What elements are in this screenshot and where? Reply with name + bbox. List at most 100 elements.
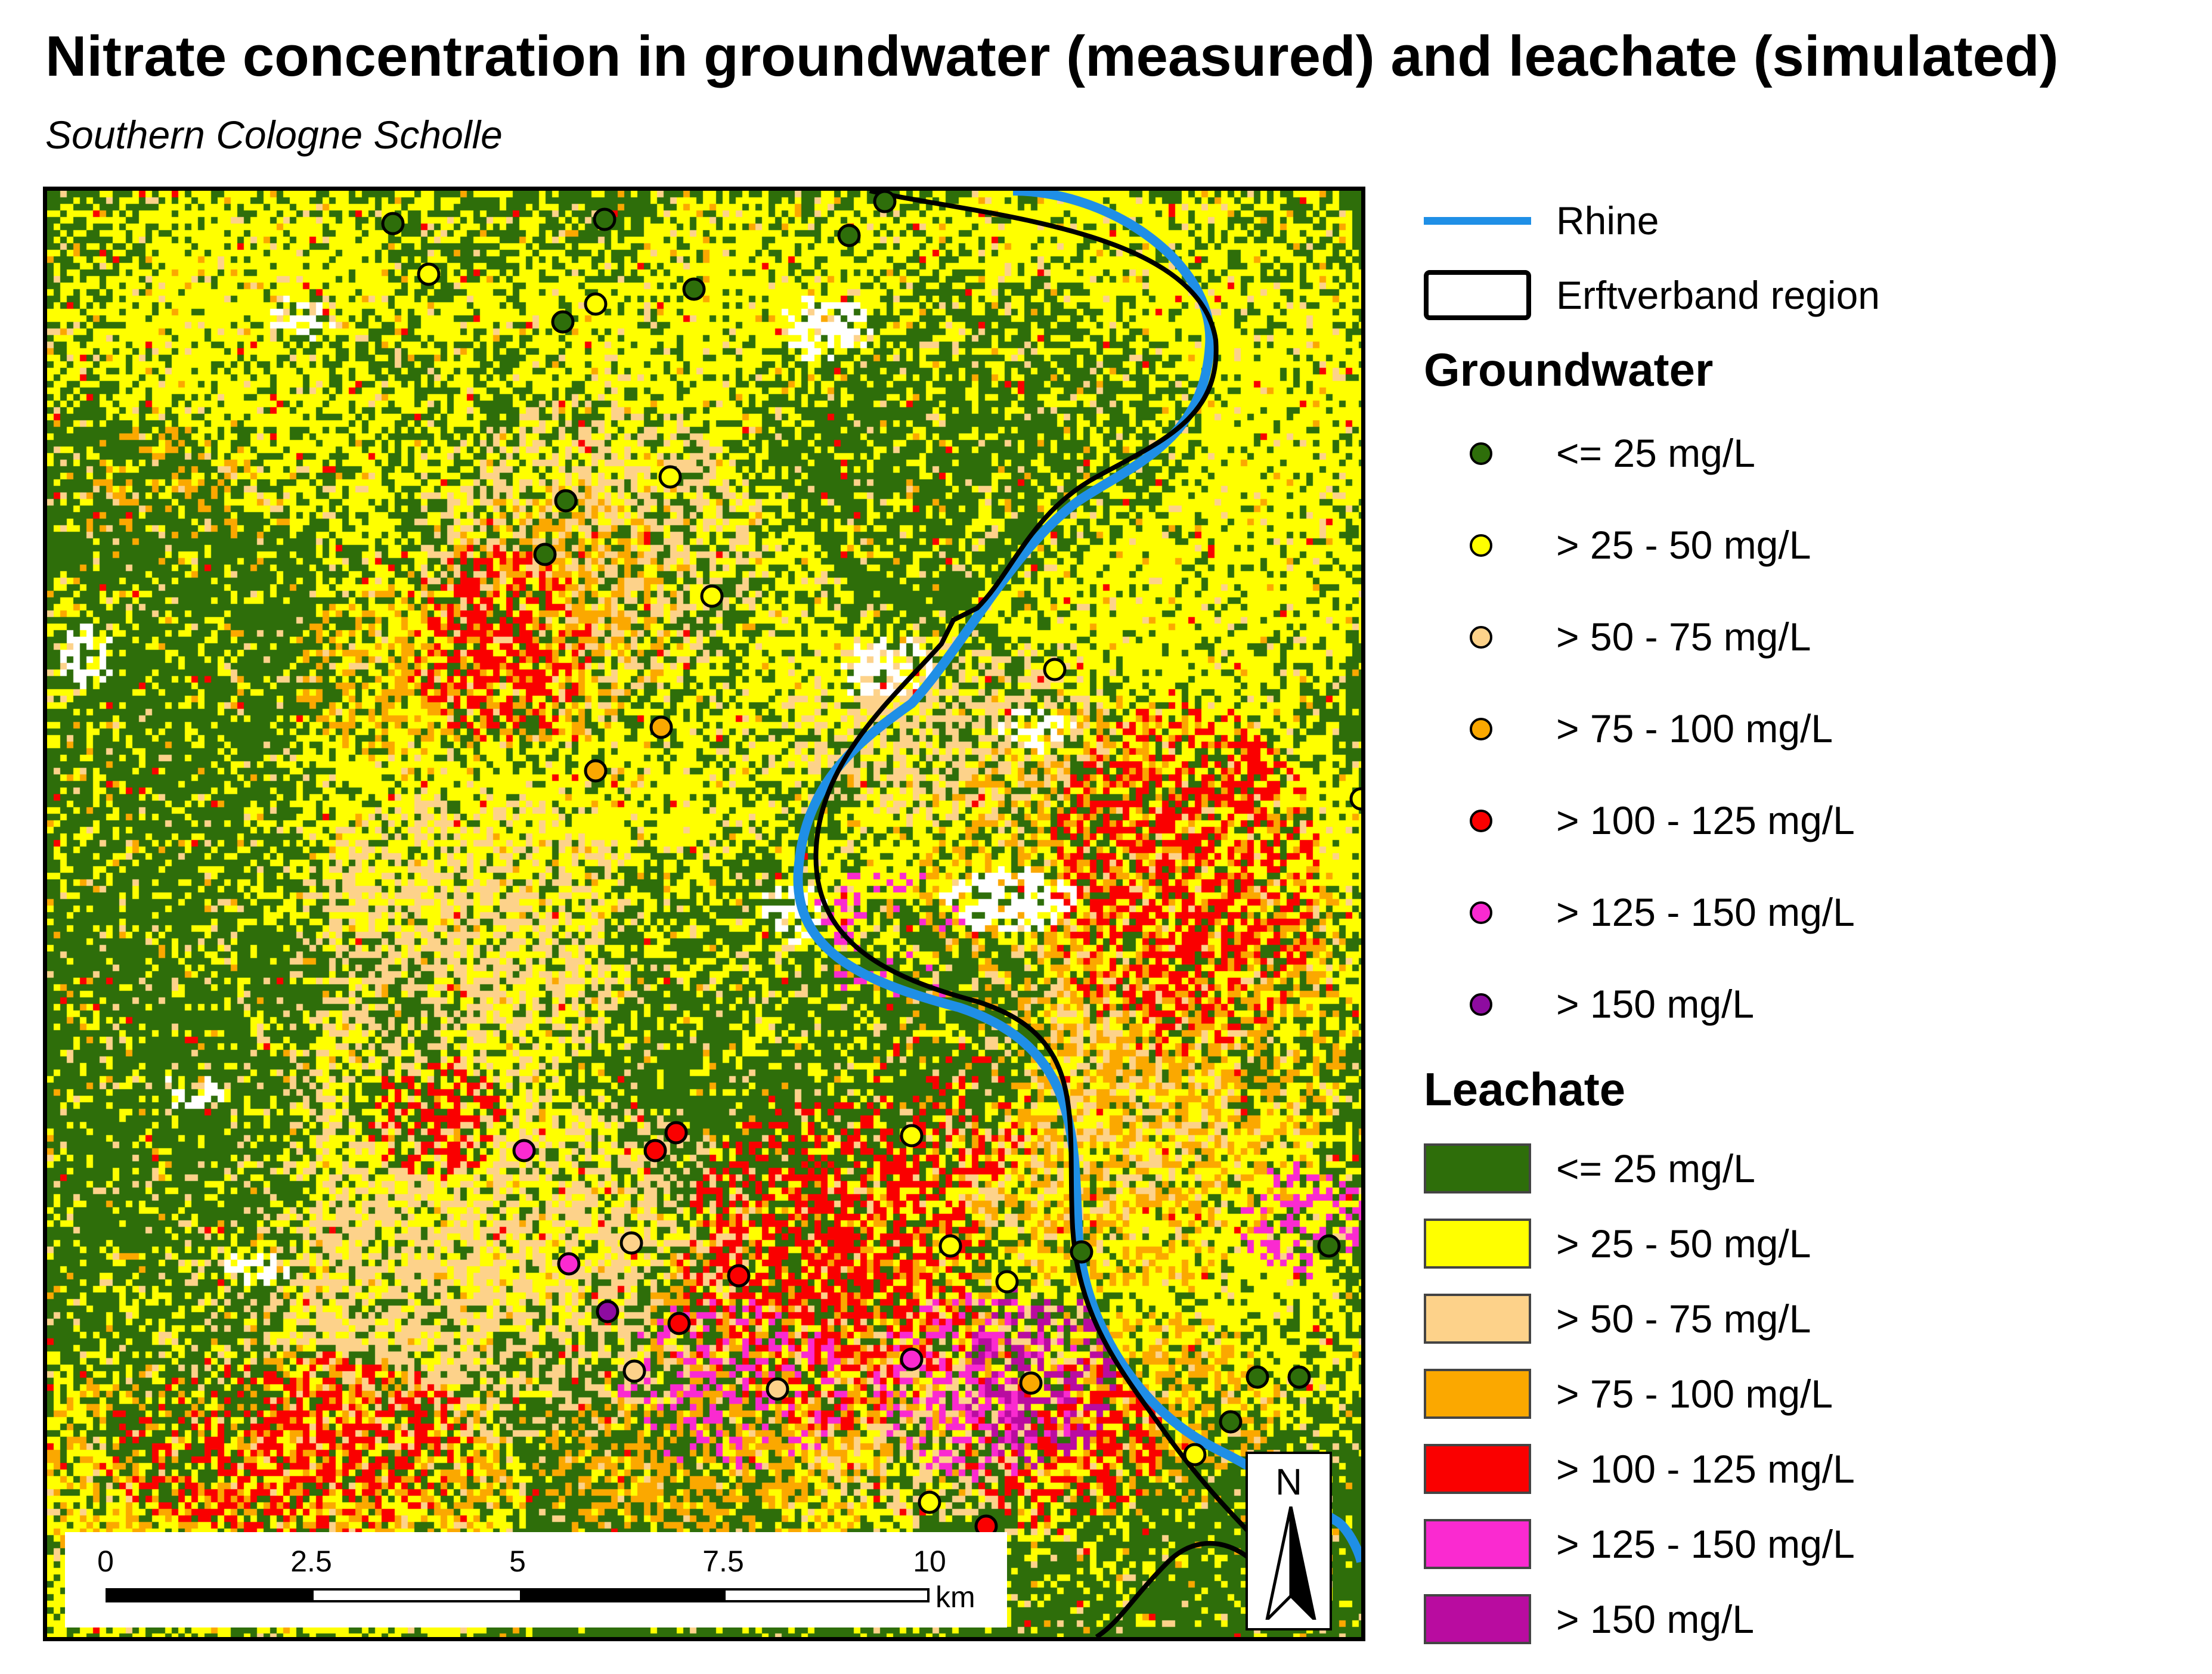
legend-item-leach-3: > 50 - 75 mg/L — [1419, 1289, 2194, 1348]
groundwater-well — [667, 1312, 691, 1335]
region-outline-swatch — [1424, 270, 1531, 320]
groundwater-well — [649, 715, 673, 739]
groundwater-well — [1070, 1240, 1093, 1264]
legend-label: <= 25 mg/L — [1556, 1146, 1755, 1191]
gw-dot-swatch — [1470, 718, 1492, 740]
groundwater-well — [1043, 658, 1067, 681]
legend-item-leach-6: > 125 - 150 mg/L — [1419, 1514, 2194, 1574]
scale-bar: 0 2.5 5 7.5 10 km — [65, 1532, 1007, 1628]
groundwater-well — [619, 1231, 643, 1255]
north-letter: N — [1275, 1462, 1302, 1503]
legend-item-leach-4: > 75 - 100 mg/L — [1419, 1364, 2194, 1424]
groundwater-well — [682, 277, 706, 301]
legend-label: > 50 - 75 mg/L — [1556, 1297, 1811, 1341]
legend-item-gw-6: > 125 - 150 mg/L — [1419, 882, 2194, 942]
map-frame: 0 2.5 5 7.5 10 km N — [43, 187, 1365, 1641]
legend-label: > 150 mg/L — [1556, 1597, 1755, 1641]
groundwater-well — [700, 584, 724, 608]
groundwater-well — [551, 310, 575, 334]
legend-label: Rhine — [1556, 199, 1659, 243]
north-arrow: N — [1246, 1452, 1332, 1630]
leachate-swatch — [1424, 1594, 1531, 1644]
groundwater-well — [658, 465, 682, 489]
groundwater-well — [584, 759, 608, 783]
leachate-swatch — [1424, 1519, 1531, 1569]
groundwater-well — [1317, 1234, 1341, 1258]
legend-item-gw-1: <= 25 mg/L — [1419, 423, 2194, 483]
groundwater-well — [584, 292, 608, 316]
gw-dot-swatch — [1470, 810, 1492, 832]
gw-dot-swatch — [1470, 993, 1492, 1016]
groundwater-well — [533, 542, 557, 566]
gw-dot-swatch — [1470, 534, 1492, 557]
groundwater-well — [557, 1252, 581, 1276]
legend-label: Erftverband region — [1556, 273, 1880, 317]
north-arrow-icon — [1265, 1506, 1316, 1620]
legend-item-leach-2: > 25 - 50 mg/L — [1419, 1214, 2194, 1273]
groundwater-well — [766, 1377, 789, 1401]
groundwater-well — [873, 191, 897, 213]
legend-label: > 50 - 75 mg/L — [1556, 615, 1811, 659]
groundwater-well — [512, 1139, 536, 1162]
leachate-swatch — [1424, 1143, 1531, 1194]
legend-label: > 125 - 150 mg/L — [1556, 1522, 1855, 1566]
legend-item-leach-5: > 100 - 125 mg/L — [1419, 1439, 2194, 1499]
groundwater-well — [643, 1139, 667, 1162]
map-subtitle: Southern Cologne Scholle — [45, 113, 503, 157]
rhine-river — [793, 191, 1361, 1563]
legend-heading-groundwater: Groundwater — [1424, 343, 1714, 396]
legend-item-gw-5: > 100 - 125 mg/L — [1419, 790, 2194, 850]
rhine-line-swatch — [1424, 217, 1531, 225]
groundwater-wells — [381, 191, 1361, 1622]
legend-label: > 150 mg/L — [1556, 982, 1755, 1026]
legend-label: > 100 - 125 mg/L — [1556, 798, 1855, 842]
scale-segment — [520, 1591, 726, 1600]
groundwater-well — [837, 224, 861, 247]
legend-item-region: Erftverband region — [1419, 265, 2194, 325]
gw-dot-swatch — [1470, 442, 1492, 465]
groundwater-well — [1183, 1443, 1207, 1467]
legend-heading-leachate: Leachate — [1424, 1063, 1626, 1115]
groundwater-well — [381, 212, 405, 235]
scale-tick-label: 7.5 — [702, 1545, 744, 1578]
legend-item-gw-3: > 50 - 75 mg/L — [1419, 607, 2194, 666]
groundwater-well — [900, 1347, 924, 1371]
legend-item-leach-7: > 150 mg/L — [1419, 1589, 2194, 1649]
groundwater-well — [900, 1124, 924, 1148]
scale-segment — [108, 1591, 314, 1600]
legend-label: > 25 - 50 mg/L — [1556, 523, 1811, 567]
groundwater-well — [918, 1490, 941, 1514]
groundwater-well — [664, 1121, 688, 1145]
legend-item-gw-4: > 75 - 100 mg/L — [1419, 699, 2194, 758]
legend-label: > 100 - 125 mg/L — [1556, 1447, 1855, 1491]
map-overlay — [381, 191, 1361, 1637]
scale-tick-label: 5 — [509, 1545, 526, 1578]
groundwater-well — [596, 1300, 619, 1323]
leachate-swatch — [1424, 1444, 1531, 1494]
groundwater-well — [727, 1264, 751, 1288]
scale-tick-label: 0 — [97, 1545, 114, 1578]
scale-tick-label: 10 — [913, 1545, 946, 1578]
groundwater-well — [593, 207, 616, 231]
leachate-swatch — [1424, 1369, 1531, 1419]
gw-dot-swatch — [1470, 901, 1492, 924]
legend-item-gw-2: > 25 - 50 mg/L — [1419, 515, 2194, 575]
legend-item-rhine: Rhine — [1419, 191, 2194, 250]
legend-label: > 125 - 150 mg/L — [1556, 890, 1855, 934]
scale-tick-label: 2.5 — [290, 1545, 332, 1578]
groundwater-well — [1019, 1371, 1043, 1395]
legend-label: <= 25 mg/L — [1556, 431, 1755, 475]
legend-item-leach-1: <= 25 mg/L — [1419, 1139, 2194, 1198]
groundwater-well — [995, 1270, 1019, 1294]
leachate-swatch — [1424, 1294, 1531, 1344]
legend: Rhine Erftverband region Groundwater <= … — [1419, 191, 2194, 1651]
legend-label: > 75 - 100 mg/L — [1556, 1372, 1833, 1416]
legend-label: > 25 - 50 mg/L — [1556, 1222, 1811, 1266]
legend-label: > 75 - 100 mg/L — [1556, 706, 1833, 751]
legend-item-gw-7: > 150 mg/L — [1419, 974, 2194, 1034]
scale-bar-track — [106, 1588, 930, 1602]
groundwater-well — [554, 489, 578, 513]
groundwater-well — [622, 1359, 646, 1383]
groundwater-well — [1219, 1410, 1243, 1434]
groundwater-well — [417, 262, 441, 286]
